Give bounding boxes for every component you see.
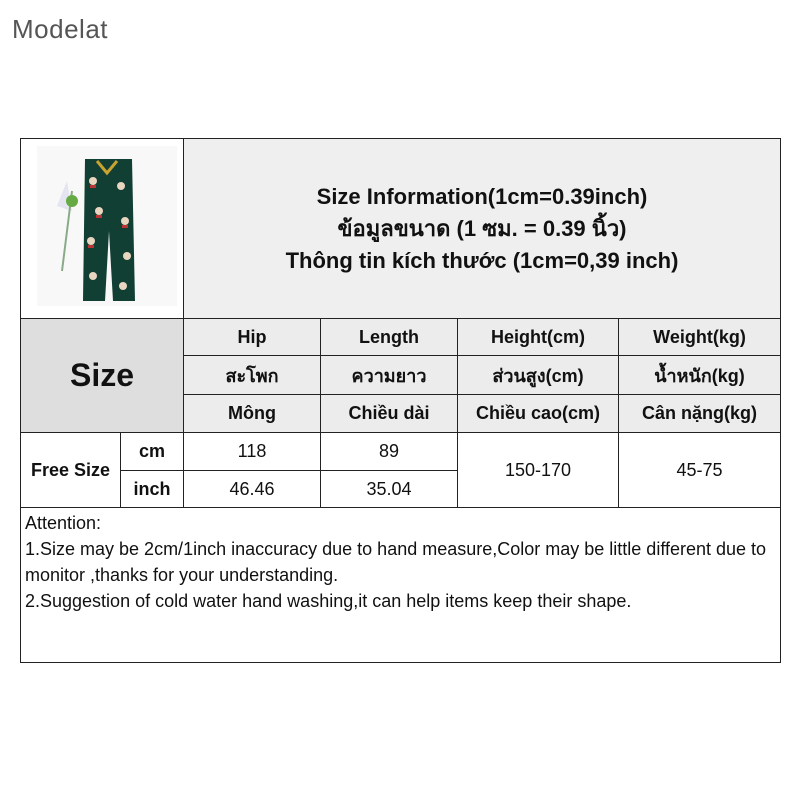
col-length-vi: Chiều dài: [320, 394, 458, 433]
hip-inch: 46.46: [183, 470, 321, 508]
col-height-vi: Chiều cao(cm): [457, 394, 619, 433]
col-weight-en: Weight(kg): [618, 318, 781, 356]
header-line-vi: Thông tin kích thước (1cm=0,39 inch): [285, 247, 679, 273]
size-info-header: Size Information(1cm=0.39inch) ข้อมูลขนา…: [183, 138, 781, 319]
pants-image-icon: [37, 146, 177, 306]
col-weight-th: น้ำหนัก(kg): [618, 355, 781, 395]
size-label: Size: [20, 318, 184, 433]
header-line-en: Size Information(1cm=0.39inch): [316, 183, 648, 209]
weight-value: 45-75: [618, 432, 781, 508]
col-hip-vi: Mông: [183, 394, 321, 433]
size-chart: Size Information(1cm=0.39inch) ข้อมูลขนา…: [20, 138, 781, 663]
row-label-free-size: Free Size: [20, 432, 121, 508]
col-length-th: ความยาว: [320, 355, 458, 395]
attention-note: Attention: 1.Size may be 2cm/1inch inacc…: [20, 507, 781, 663]
col-height-en: Height(cm): [457, 318, 619, 356]
col-length-en: Length: [320, 318, 458, 356]
length-inch: 35.04: [320, 470, 458, 508]
col-weight-vi: Cân nặng(kg): [618, 394, 781, 433]
col-hip-th: สะโพก: [183, 355, 321, 395]
hip-cm: 118: [183, 432, 321, 471]
brand-logo: Modelat: [12, 14, 108, 44]
col-hip-en: Hip: [183, 318, 321, 356]
header-line-th: ข้อมูลขนาด (1 ซม. = 0.39 นิ้ว): [337, 215, 627, 241]
unit-cm: cm: [120, 432, 184, 471]
unit-inch: inch: [120, 470, 184, 508]
product-image: [20, 138, 184, 319]
length-cm: 89: [320, 432, 458, 471]
col-height-th: ส่วนสูง(cm): [457, 355, 619, 395]
height-value: 150-170: [457, 432, 619, 508]
